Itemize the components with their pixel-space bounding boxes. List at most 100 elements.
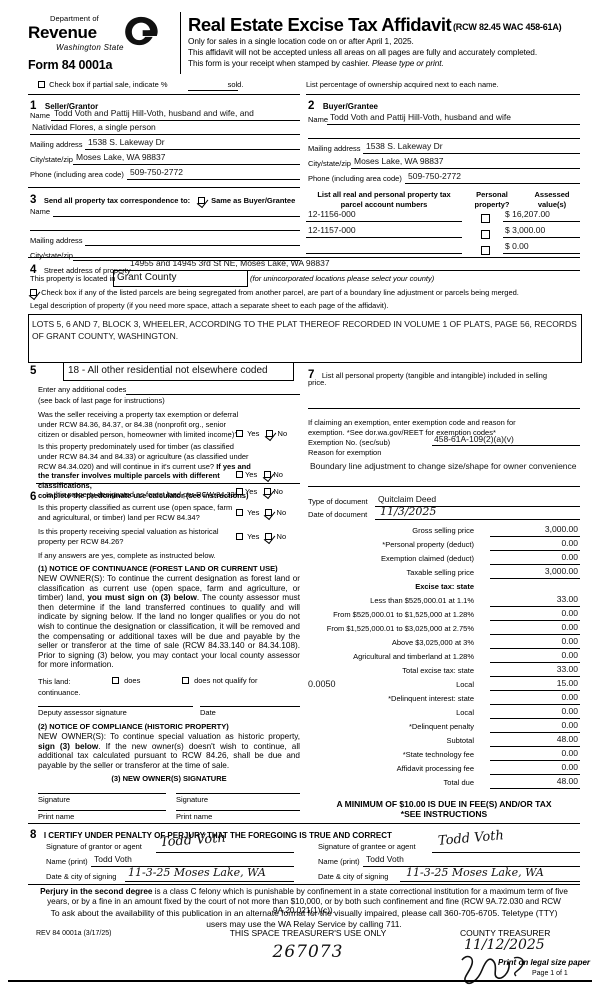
grantor-name-value[interactable]: Todd Voth [94,854,132,864]
new-owner-sign-rule-1[interactable] [38,793,166,794]
parcel-number-1[interactable]: 12-1157-000 [308,225,356,235]
doc-date-value[interactable]: 11/3/2025 [380,505,437,518]
deputy-assessor-sign-rule[interactable] [38,706,193,707]
section-4: 4 Street address of property [30,260,131,278]
doc-date-rule [375,519,580,520]
tax-row-local: 0.0050 Local 15.00 [308,677,580,691]
forest-land-no-checkbox[interactable] [264,488,272,495]
segregated-checkbox[interactable] [30,289,37,296]
tax-row-value[interactable]: 0.00 [561,720,578,730]
buyer-city-value[interactable]: Moses Lake, WA 98837 [354,156,444,166]
historic-valuation-answer[interactable]: Yes No [236,532,286,541]
grantee-signature-value[interactable]: Todd Voth [437,828,505,849]
same-as-buyer-checkbox[interactable] [197,197,205,204]
tax-row-value[interactable]: 3,000.00 [544,524,578,534]
use-code-field[interactable] [63,362,294,381]
section-1-number: 1 [30,100,37,112]
county-select[interactable] [113,270,248,287]
exemption-number-value[interactable]: 458-61A-109(2)(a)(v) [434,434,514,444]
assessed-value-1[interactable]: $ 3,000.00 [505,225,546,235]
timber-yes-checkbox[interactable] [236,471,243,478]
tax-row-value[interactable]: 0.00 [561,706,578,716]
grantee-date-value[interactable]: 11-3-25 Moses Lake, WA [406,866,544,879]
exemption-reason-rule [308,486,580,487]
legal-description-box[interactable] [28,314,582,363]
grantee-date-rule [400,881,580,882]
does-qualify-option[interactable]: does [112,676,140,685]
tax-row-value[interactable]: 0.00 [561,762,578,772]
tax-row-value[interactable]: 48.00 [556,734,578,744]
seller-mailing-value[interactable]: 1538 S. Lakeway Dr [88,137,165,147]
buyer-mailing-value[interactable]: 1538 S. Lakeway Dr [366,141,443,151]
historic-no-checkbox[interactable] [265,533,273,540]
grantor-signature-value[interactable]: Todd Voth [159,830,227,851]
street-address-value[interactable]: 14955 and 14945 3rd St NE, Moses Lake, W… [130,258,330,268]
parcel-col-header-line2: parcel account numbers [340,199,428,209]
does-checkbox[interactable] [112,677,119,684]
doc-type-rule [375,506,580,507]
grantee-name-value[interactable]: Todd Voth [366,854,404,864]
this-land-label: This land: [38,677,71,686]
buyer-name-line1[interactable]: Todd Voth and Pattij Hill-Voth, husband … [330,112,511,122]
section-7: 7 List all personal property (tangible a… [308,365,547,383]
treasurer-signature-mark [461,955,524,985]
assessed-value-0[interactable]: $ 16,207.00 [505,209,550,219]
forest-land-yes-checkbox[interactable] [236,488,243,495]
notice-2-part-b: sign (3) below [38,741,99,751]
local-rate-value[interactable]: 0.0050 [308,679,336,689]
seller-name-line2[interactable]: Natividad Flores, a single person [32,122,156,132]
tax-row-value[interactable]: 0.00 [561,538,578,548]
tax-row-value[interactable]: 48.00 [556,776,578,786]
current-use-yes-checkbox[interactable] [236,509,243,516]
tax-row-value[interactable]: 0.00 [561,748,578,758]
exemption-reason-value[interactable]: Boundary line adjustment to change size/… [310,461,577,471]
exemption-instructions-line2: exemption. *See dor.wa.gov/REET for exem… [308,428,496,437]
segregated-row[interactable]: Check box if any of the listed parcels a… [30,288,578,297]
seller-exemption-yes-checkbox[interactable] [236,430,243,437]
assessed-value-2[interactable]: $ 0.00 [505,241,529,251]
seller-exemption-q-line3: citizen or disabled person, homeowner wi… [38,429,239,439]
tax-row-value[interactable]: 33.00 [556,664,578,674]
new-owner-print-rule-2[interactable] [176,810,300,811]
additional-codes-rule[interactable] [126,394,300,395]
tax-row-value[interactable]: 0.00 [561,608,578,618]
tax-row-value[interactable]: 0.00 [561,622,578,632]
grantor-date-value[interactable]: 11-3-25 Moses Lake, WA [128,866,266,879]
section-3-heading: Send all property tax correspondence to: [43,196,191,205]
partial-sale-input[interactable] [188,90,238,91]
correspondence-mailing-label: Mailing address [30,236,83,245]
tax-row-value[interactable]: 3,000.00 [544,566,578,576]
tax-row-rule [490,774,580,775]
timber-use-answer[interactable]: Yes No [236,470,283,479]
seller-exemption-no-checkbox[interactable] [266,430,274,437]
tax-row-value[interactable]: 0.00 [561,552,578,562]
partial-sale-row[interactable]: Check box if partial sale, indicate % so… [38,80,243,91]
seller-phone-value[interactable]: 509-750-2772 [130,167,183,177]
seller-exemption-answer[interactable]: Yes No [236,429,287,438]
tax-row-value[interactable]: 15.00 [556,678,578,688]
personal-property-checkbox-1[interactable] [481,225,490,243]
tax-row-value[interactable]: 0.00 [561,692,578,702]
partial-sale-checkbox[interactable] [38,81,45,88]
historic-yes-checkbox[interactable] [236,533,243,540]
personal-property-checkbox-0[interactable] [481,209,490,227]
new-owner-sign-rule-2[interactable] [176,793,300,794]
seller-name-line1[interactable]: Todd Voth and Pattij Hill-Voth, husband … [54,108,254,118]
new-owner-print-rule-1[interactable] [38,810,166,811]
tax-row-value[interactable]: 0.00 [561,636,578,646]
forest-land-answer[interactable]: Yes No [236,487,283,496]
current-use-answer[interactable]: Yes No [236,508,286,517]
doc-type-value[interactable]: Quitclaim Deed [378,494,437,504]
personal-property-checkbox-2[interactable] [481,241,490,259]
deputy-date-rule[interactable] [200,706,300,707]
tax-row-value[interactable]: 0.00 [561,650,578,660]
seller-city-value[interactable]: Moses Lake, WA 98837 [76,152,166,162]
current-use-no-checkbox[interactable] [265,509,273,516]
does-not-qualify-option[interactable]: does not qualify for [182,676,257,685]
tax-row-value[interactable]: 33.00 [556,594,578,604]
buyer-phone-value[interactable]: 509-750-2772 [408,171,461,181]
timber-no-checkbox[interactable] [264,471,272,478]
parcel-number-0[interactable]: 12-1156-000 [308,209,356,219]
does-not-checkbox[interactable] [182,677,189,684]
historic-q-line1: Is this property receiving special valua… [38,527,219,536]
